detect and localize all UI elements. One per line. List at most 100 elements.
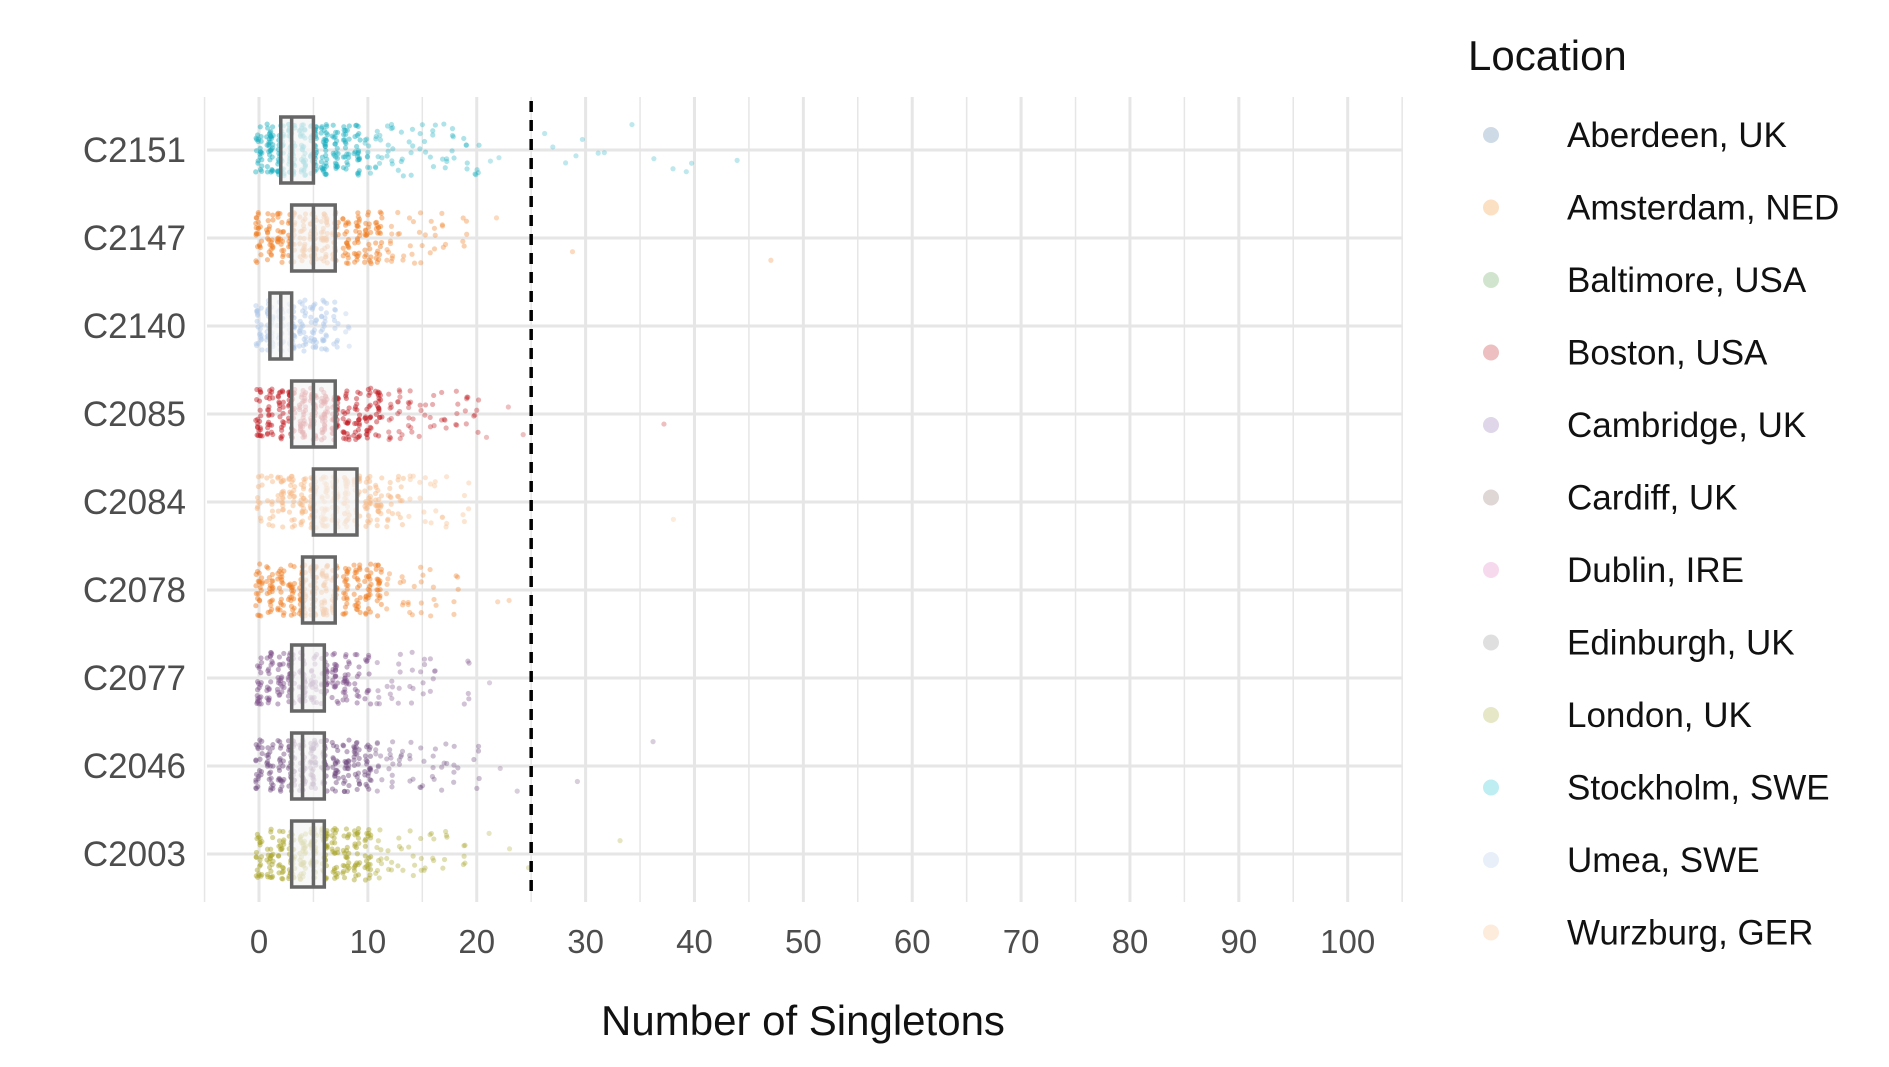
data-point [340, 245, 346, 251]
data-point [258, 680, 264, 686]
data-point [356, 156, 362, 163]
data-point [255, 744, 261, 750]
data-point [278, 566, 284, 572]
data-point [329, 833, 335, 839]
data-point [253, 169, 259, 175]
data-point [355, 148, 362, 154]
data-point [366, 501, 372, 507]
data-point [352, 686, 358, 692]
data-point [374, 701, 380, 707]
data-point [266, 411, 272, 418]
data-point [384, 683, 390, 689]
data-point [341, 611, 347, 617]
data-point [440, 244, 446, 250]
data-point [398, 129, 404, 135]
data-point [453, 421, 459, 428]
data-point [269, 658, 275, 664]
data-point [281, 751, 287, 757]
data-point [344, 431, 350, 437]
data-point [258, 670, 264, 676]
data-point [342, 591, 348, 597]
data-point [267, 152, 273, 158]
data-point [278, 479, 285, 485]
data-point [254, 231, 260, 237]
data-point [417, 784, 423, 790]
data-point [322, 171, 328, 177]
data-point [346, 737, 352, 743]
data-point [267, 585, 273, 592]
data-point [364, 830, 370, 837]
data-point [318, 306, 324, 312]
data-point [334, 663, 340, 669]
data-point [266, 697, 272, 703]
data-point [341, 131, 347, 138]
data-point [375, 613, 381, 619]
data-point [323, 122, 329, 128]
data-point [387, 435, 394, 441]
data-point [387, 479, 393, 486]
data-point [377, 392, 384, 398]
data-point [363, 657, 369, 663]
data-point [280, 503, 286, 509]
data-point [351, 150, 357, 157]
data-point [266, 141, 272, 147]
data-point [256, 428, 262, 434]
data-point [410, 872, 416, 879]
data-point [497, 765, 503, 772]
data-point [276, 765, 282, 771]
data-point [354, 143, 360, 150]
data-point [323, 160, 329, 166]
data-point [280, 524, 286, 530]
data-point [354, 235, 361, 242]
data-point [257, 515, 264, 521]
data-point [377, 137, 384, 143]
data-point [451, 155, 457, 161]
data-point [407, 828, 413, 834]
data-point [308, 335, 314, 341]
data-point [375, 508, 381, 515]
data-point [289, 590, 296, 597]
data-point [378, 856, 384, 862]
data-point [373, 136, 379, 142]
data-point [343, 311, 349, 317]
data-point [257, 561, 263, 567]
data-point [355, 829, 361, 836]
data-point [475, 170, 481, 176]
data-point [461, 853, 467, 859]
legend-key [1483, 779, 1499, 796]
data-point [259, 473, 265, 479]
data-point [451, 611, 457, 617]
data-point [256, 612, 262, 618]
data-point [269, 412, 275, 418]
data-point [270, 763, 276, 769]
data-point [269, 167, 275, 173]
data-point [378, 569, 384, 575]
data-point [395, 473, 402, 480]
data-point [439, 787, 445, 793]
data-point [287, 489, 293, 495]
data-point [366, 221, 372, 227]
data-point [430, 132, 436, 138]
data-point [542, 130, 548, 137]
data-point [300, 518, 306, 524]
data-point [255, 578, 261, 584]
data-point [285, 403, 292, 409]
data-point [427, 566, 433, 573]
data-point [278, 675, 284, 681]
data-point [345, 324, 351, 330]
data-point [395, 399, 401, 405]
data-point [342, 231, 348, 237]
data-point [287, 594, 293, 600]
data-point [386, 429, 392, 435]
data-point [365, 586, 371, 592]
data-point [377, 593, 383, 599]
data-point [444, 156, 450, 162]
data-point [441, 416, 447, 422]
data-point [365, 224, 372, 230]
data-point [276, 585, 283, 591]
data-point [375, 562, 381, 569]
data-point [281, 776, 287, 783]
data-point [266, 404, 272, 410]
data-point [376, 398, 382, 404]
data-point [264, 142, 270, 148]
